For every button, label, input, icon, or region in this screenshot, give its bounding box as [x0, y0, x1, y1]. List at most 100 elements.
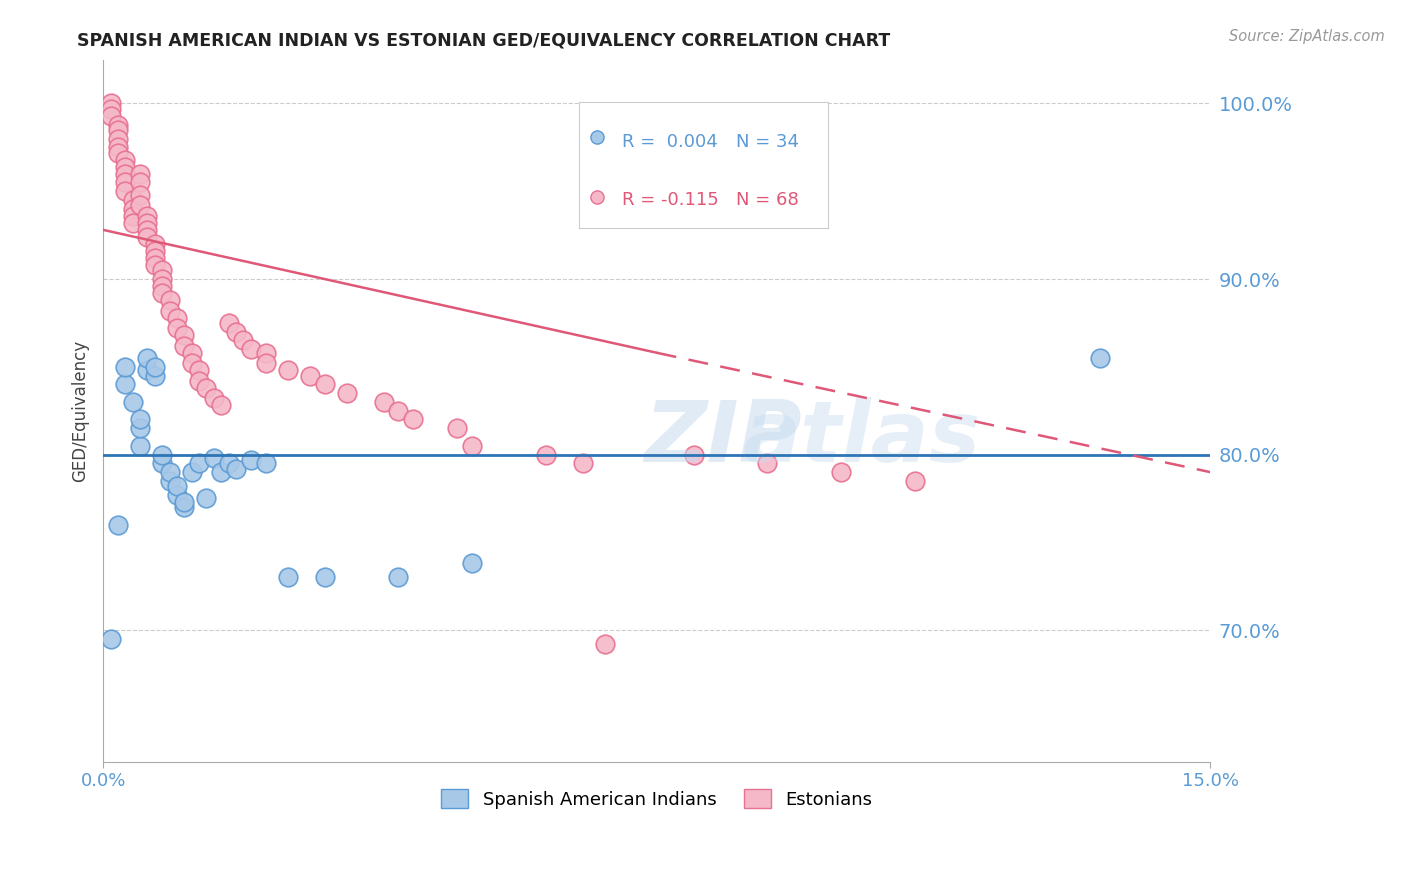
Point [180, 465, 202, 479]
Text: Source: ZipAtlas.com: Source: ZipAtlas.com [1229, 29, 1385, 44]
Point [100, 109, 122, 123]
Point [121, 395, 143, 409]
Point [188, 374, 211, 388]
Point [150, 263, 173, 277]
Point [461, 557, 484, 571]
Point [195, 381, 218, 395]
Point [314, 570, 336, 584]
Point [173, 495, 195, 509]
Point [136, 209, 159, 223]
Point [107, 118, 129, 132]
Point [232, 334, 254, 348]
Point [114, 160, 136, 174]
Point [254, 345, 277, 359]
Point [254, 456, 277, 470]
Point [756, 456, 779, 470]
Point [572, 456, 595, 470]
Point [107, 145, 129, 160]
Point [1088, 351, 1111, 365]
Point [461, 439, 484, 453]
Point [143, 236, 166, 251]
Point [218, 316, 240, 330]
Point [446, 421, 468, 435]
Text: atlas: atlas [742, 397, 980, 480]
Point [143, 244, 166, 258]
Point [100, 96, 122, 111]
Point [136, 351, 159, 365]
Point [239, 453, 262, 467]
Point [136, 230, 159, 244]
Point [129, 412, 152, 426]
Point [173, 339, 195, 353]
Point [298, 368, 321, 383]
Point [373, 395, 395, 409]
Point [143, 359, 166, 374]
Point [114, 176, 136, 190]
Point [195, 491, 218, 506]
Point [166, 479, 188, 493]
Point [402, 412, 425, 426]
Point [114, 153, 136, 167]
Point [159, 474, 181, 488]
Point [209, 465, 232, 479]
Point [121, 202, 143, 216]
Point [180, 356, 202, 370]
Point [166, 488, 188, 502]
Point [150, 286, 173, 301]
Point [239, 343, 262, 357]
Point [121, 216, 143, 230]
Point [136, 223, 159, 237]
Point [159, 303, 181, 318]
Point [209, 399, 232, 413]
Point [129, 439, 152, 453]
Point [904, 474, 927, 488]
Point [107, 140, 129, 154]
Point [107, 123, 129, 137]
Point [277, 570, 299, 584]
Point [100, 102, 122, 116]
Point [150, 456, 173, 470]
Y-axis label: GED/Equivalency: GED/Equivalency [72, 340, 89, 482]
Point [202, 392, 225, 406]
Point [143, 251, 166, 265]
Point [150, 272, 173, 286]
Point [129, 198, 152, 212]
Point [107, 517, 129, 532]
Point [114, 167, 136, 181]
Text: SPANISH AMERICAN INDIAN VS ESTONIAN GED/EQUIVALENCY CORRELATION CHART: SPANISH AMERICAN INDIAN VS ESTONIAN GED/… [77, 31, 890, 49]
Point [136, 216, 159, 230]
Point [129, 167, 152, 181]
Point [254, 356, 277, 370]
Point [225, 325, 247, 339]
Point [188, 456, 211, 470]
Point [277, 363, 299, 377]
Point [107, 131, 129, 145]
Legend: Spanish American Indians, Estonians: Spanish American Indians, Estonians [434, 782, 879, 816]
Point [534, 448, 557, 462]
Point [159, 293, 181, 307]
Point [830, 465, 852, 479]
Point [682, 448, 704, 462]
Point [143, 258, 166, 272]
Point [129, 176, 152, 190]
Point [387, 403, 409, 417]
Point [225, 461, 247, 475]
Point [173, 328, 195, 343]
Point [136, 363, 159, 377]
Point [114, 359, 136, 374]
Point [114, 184, 136, 198]
Point [218, 456, 240, 470]
Point [129, 421, 152, 435]
Point [121, 209, 143, 223]
Point [188, 363, 211, 377]
Point [114, 377, 136, 392]
Point [143, 368, 166, 383]
Point [336, 386, 359, 401]
Point [166, 321, 188, 335]
Point [387, 570, 409, 584]
Point [593, 637, 616, 651]
Point [150, 448, 173, 462]
Point [129, 187, 152, 202]
Point [166, 310, 188, 325]
Point [180, 345, 202, 359]
